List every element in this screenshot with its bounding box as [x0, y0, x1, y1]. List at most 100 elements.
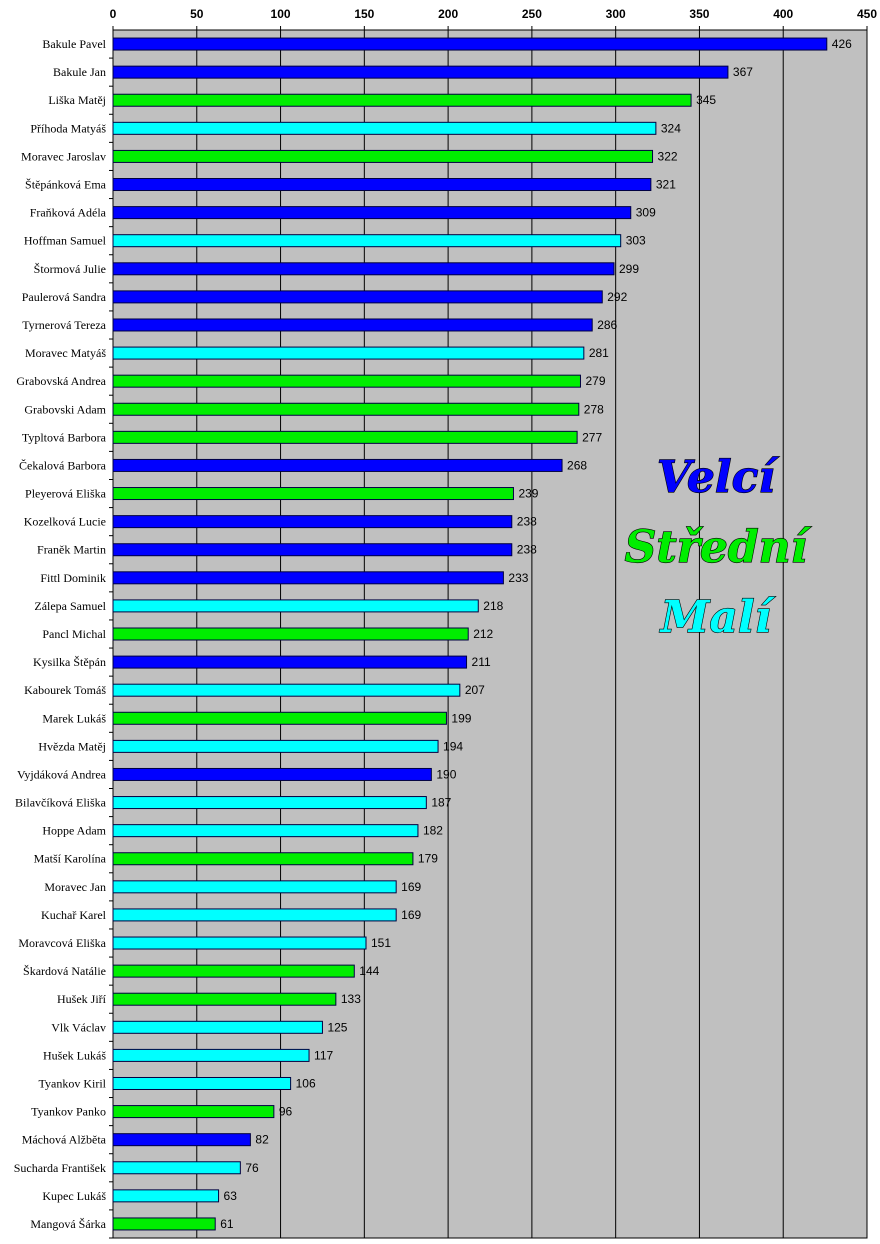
category-label: Moravec Matyáš — [25, 346, 106, 360]
category-label: Tyankov Panko — [31, 1105, 106, 1119]
category-label: Fraňková Adéla — [30, 206, 107, 220]
category-label: Štormová Julie — [34, 262, 106, 276]
bar — [112, 1189, 220, 1203]
bar-row: Moravcová Eliška 151 — [18, 936, 391, 958]
bar-row: Tyankov Kiril 106 — [39, 1076, 316, 1099]
data-label: 324 — [661, 121, 681, 135]
data-label: 299 — [619, 262, 639, 276]
bar-row: Tyrnerová Tereza 286 — [22, 318, 618, 340]
bar-row: Franěk Martin 238 — [37, 543, 537, 565]
bar-row: Bakule Jan 367 — [53, 65, 753, 87]
x-tick-label: 50 — [190, 7, 204, 21]
bar — [112, 458, 563, 472]
bar — [112, 992, 337, 1006]
bar-row: Sucharda František 76 — [14, 1161, 259, 1183]
category-label: Moravec Jan — [44, 880, 106, 894]
data-label: 268 — [567, 458, 587, 472]
bar-row: Fraňková Adéla 309 — [30, 206, 656, 228]
bar-row: Hoffman Samuel 303 — [24, 234, 646, 256]
data-label: 76 — [245, 1161, 259, 1175]
bar-row: Grabovská Andrea 279 — [16, 374, 606, 396]
legend-entry: Malí — [659, 592, 776, 643]
category-label: Zálepa Samuel — [34, 599, 106, 613]
data-label: 281 — [589, 346, 609, 360]
x-tick-label: 150 — [354, 7, 374, 21]
data-label: 218 — [483, 599, 503, 613]
category-label: Matší Karolína — [34, 852, 107, 866]
bar — [112, 1161, 241, 1175]
category-label: Moravec Jaroslav — [21, 149, 106, 163]
category-label: Franěk Martin — [37, 543, 106, 557]
bar-row: Paulerová Sandra 292 — [22, 290, 628, 312]
bar — [112, 37, 828, 51]
bar — [112, 1048, 310, 1062]
bar-row: Mangová Šárka 61 — [30, 1217, 234, 1239]
data-label: 96 — [279, 1105, 293, 1119]
bar — [112, 599, 479, 613]
bar — [112, 290, 603, 304]
data-label: 117 — [314, 1048, 333, 1062]
category-label: Čekalová Barbora — [19, 458, 107, 472]
legend-entry: Velcí — [657, 452, 780, 503]
data-label: 303 — [626, 234, 646, 248]
data-label: 277 — [582, 430, 602, 444]
x-tick-label: 0 — [110, 7, 117, 21]
category-label: Paulerová Sandra — [22, 290, 107, 304]
bar — [112, 767, 432, 781]
bar-row: Hvězda Matěj 194 — [38, 739, 463, 761]
data-label: 169 — [401, 880, 421, 894]
data-label: 61 — [220, 1217, 234, 1231]
bar-row: Tyankov Panko 96 — [31, 1105, 293, 1127]
bar — [112, 824, 419, 838]
bar — [112, 739, 439, 753]
data-label: 292 — [607, 290, 627, 304]
bar-row: Čekalová Barbora 268 — [19, 458, 587, 480]
category-label: Hoffman Samuel — [24, 234, 107, 248]
bar-row: Štěpánková Ema 321 — [25, 178, 676, 200]
data-label: 106 — [296, 1076, 316, 1090]
bar — [112, 880, 397, 894]
bar — [112, 1105, 275, 1119]
category-label: Mangová Šárka — [30, 1217, 106, 1231]
bar — [112, 796, 427, 810]
data-label: 286 — [597, 318, 617, 332]
category-label: Bakule Jan — [53, 65, 106, 79]
category-label: Liška Matěj — [48, 93, 106, 107]
category-label: Škardová Natálie — [23, 964, 106, 978]
bar — [112, 908, 397, 922]
bar-row: Pleyerová Eliška 239 — [25, 487, 539, 509]
category-label: Pleyerová Eliška — [25, 487, 107, 501]
data-label: 426 — [832, 37, 852, 51]
x-tick-label: 100 — [271, 7, 291, 21]
bar — [112, 1217, 216, 1231]
bar — [112, 262, 615, 276]
x-tick-label: 300 — [606, 7, 626, 21]
bar-row: Zálepa Samuel 218 — [34, 599, 504, 621]
data-label: 63 — [224, 1189, 238, 1203]
data-label: 278 — [584, 402, 604, 416]
bar — [112, 149, 654, 163]
bar-row: Marek Lukáš 199 — [42, 711, 472, 733]
bar — [112, 571, 504, 585]
data-label: 345 — [696, 93, 716, 107]
bar-row: Moravec Jaroslav 322 — [21, 149, 678, 171]
category-label: Vyjdáková Andrea — [17, 767, 107, 781]
x-tick-label: 350 — [689, 7, 709, 21]
bar-row: Kozelková Lucie 238 — [24, 515, 537, 537]
data-label: 321 — [656, 178, 676, 192]
bar-row: Kabourek Tomáš 207 — [24, 683, 485, 705]
data-label: 211 — [472, 655, 491, 669]
category-label: Grabovská Andrea — [16, 374, 106, 388]
category-label: Marek Lukáš — [42, 711, 106, 725]
bar-row: Škardová Natálie 144 — [23, 964, 380, 986]
bar-row: Bilavčíková Eliška 187 — [15, 796, 452, 818]
bar — [112, 93, 692, 107]
bar-row: Typltová Barbora 277 — [22, 430, 602, 452]
category-label: Vlk Václav — [51, 1020, 106, 1034]
category-label: Máchová Alžběta — [22, 1133, 107, 1147]
category-label: Sucharda František — [14, 1161, 106, 1175]
category-label: Štěpánková Ema — [25, 178, 107, 192]
category-label: Kozelková Lucie — [24, 515, 106, 529]
x-tick-label: 450 — [857, 7, 877, 21]
